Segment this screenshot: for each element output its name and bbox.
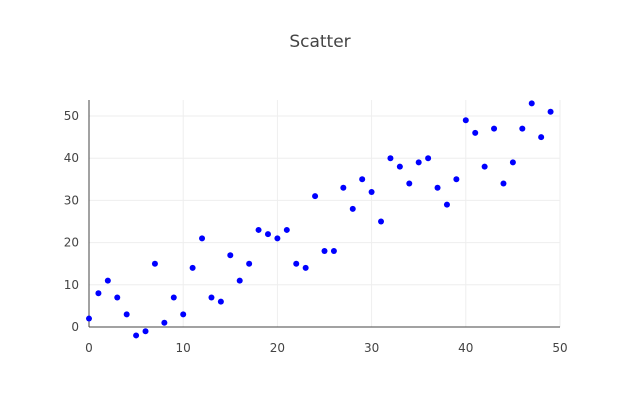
data-point	[387, 155, 394, 162]
data-point	[453, 176, 460, 183]
x-tick-label: 30	[364, 341, 379, 355]
y-tick-label: 30	[64, 193, 79, 207]
data-point	[481, 163, 488, 170]
data-point	[86, 315, 92, 322]
data-point	[293, 260, 300, 267]
data-point	[180, 311, 187, 318]
data-point	[161, 319, 168, 326]
data-point	[95, 290, 102, 297]
grid-lines	[89, 100, 561, 327]
data-point	[133, 332, 140, 339]
data-point	[500, 180, 507, 187]
data-point	[123, 311, 130, 318]
data-point	[509, 159, 516, 166]
data-point	[519, 125, 526, 132]
data-point	[368, 188, 375, 195]
data-point	[528, 100, 535, 107]
data-point	[274, 235, 281, 242]
data-point	[359, 176, 366, 183]
chart-title: Scatter	[289, 32, 351, 52]
data-point	[415, 159, 422, 166]
data-point	[283, 226, 290, 233]
data-point	[208, 294, 215, 301]
y-tick-label: 0	[71, 320, 79, 334]
data-point	[302, 264, 309, 271]
data-point	[236, 277, 243, 284]
data-point	[425, 155, 432, 162]
data-point	[443, 201, 450, 208]
y-tick-label: 20	[64, 236, 79, 250]
x-tick-label: 10	[176, 341, 191, 355]
data-point	[246, 260, 253, 267]
x-tick-label: 20	[270, 341, 285, 355]
data-point	[142, 328, 149, 335]
data-point	[227, 252, 234, 259]
data-point	[151, 260, 158, 267]
x-tick-label: 40	[458, 341, 473, 355]
data-point	[199, 235, 206, 242]
data-point	[349, 205, 356, 212]
data-point	[378, 218, 385, 225]
data-point	[189, 264, 196, 271]
data-point	[312, 193, 319, 200]
data-point	[321, 248, 328, 255]
x-tick-label: 50	[552, 341, 567, 355]
x-tick-label: 0	[85, 341, 93, 355]
data-point	[255, 226, 262, 233]
data-point	[406, 180, 413, 187]
data-point	[462, 117, 469, 124]
data-points	[86, 100, 554, 339]
axes	[88, 100, 560, 328]
data-point	[340, 184, 347, 191]
data-point	[538, 134, 545, 141]
data-point	[547, 108, 554, 115]
tick-labels: 0 10 20 30 40 50 0 10 20 30 40 50	[64, 109, 568, 355]
data-point	[434, 184, 441, 191]
y-tick-label: 50	[64, 109, 79, 123]
data-point	[491, 125, 498, 132]
data-point	[396, 163, 403, 170]
data-point	[114, 294, 121, 301]
data-point	[330, 248, 337, 255]
data-point	[217, 298, 224, 305]
y-tick-label: 10	[64, 278, 79, 292]
y-tick-label: 40	[64, 151, 79, 165]
data-point	[472, 129, 479, 136]
data-point	[170, 294, 177, 301]
data-point	[264, 231, 271, 238]
data-point	[104, 277, 111, 284]
